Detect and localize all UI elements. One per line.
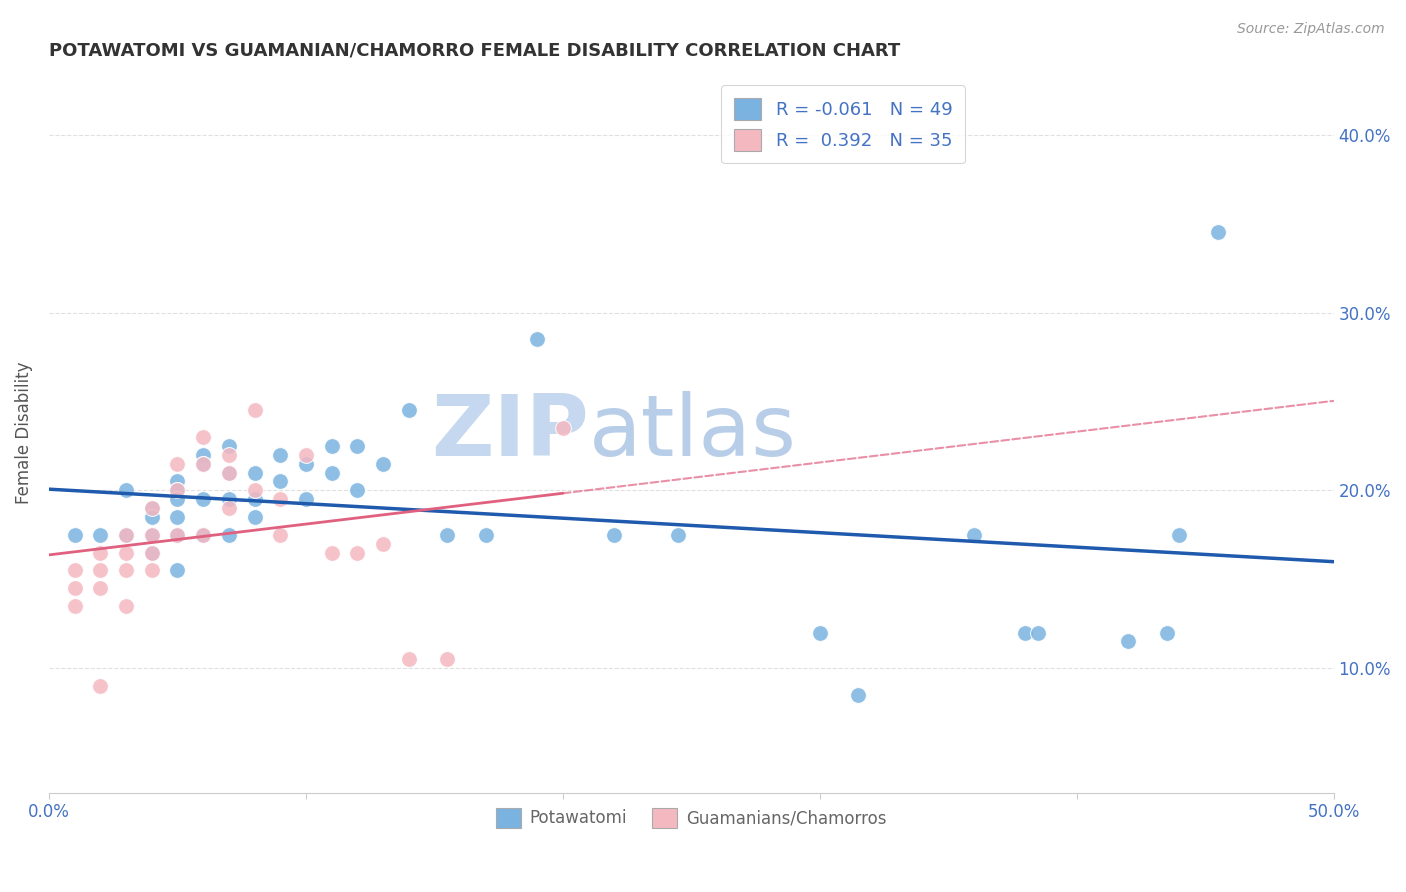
Point [141,501,163,516]
Point [436,652,458,666]
Point [321,439,343,453]
Point [141,545,163,559]
Point [436,528,458,542]
Point [218,528,240,542]
Point [141,528,163,542]
Point [243,403,266,417]
Y-axis label: Female Disability: Female Disability [15,361,32,504]
Point [321,545,343,559]
Point [191,448,214,462]
Point [295,492,318,507]
Point [191,457,214,471]
Point [141,510,163,524]
Legend: Potawatomi, Guamanians/Chamorros: Potawatomi, Guamanians/Chamorros [489,801,893,835]
Text: POTAWATOMI VS GUAMANIAN/CHAMORRO FEMALE DISABILITY CORRELATION CHART: POTAWATOMI VS GUAMANIAN/CHAMORRO FEMALE … [49,42,900,60]
Point [141,563,163,577]
Point [398,652,420,666]
Point [218,439,240,453]
Point [115,528,138,542]
Point [269,475,291,489]
Point [474,528,496,542]
Point [141,528,163,542]
Point [89,545,111,559]
Point [269,528,291,542]
Point [603,528,626,542]
Point [218,501,240,516]
Point [191,457,214,471]
Point [346,439,368,453]
Point [1168,528,1191,542]
Point [218,448,240,462]
Text: Source: ZipAtlas.com: Source: ZipAtlas.com [1237,22,1385,37]
Point [166,475,188,489]
Text: atlas: atlas [589,391,797,474]
Point [295,448,318,462]
Point [89,679,111,693]
Point [1026,625,1049,640]
Point [243,510,266,524]
Point [115,563,138,577]
Point [89,563,111,577]
Point [346,483,368,498]
Point [115,528,138,542]
Point [166,528,188,542]
Point [371,457,394,471]
Point [808,625,831,640]
Point [1156,625,1178,640]
Point [63,599,86,613]
Point [166,510,188,524]
Point [166,563,188,577]
Point [141,501,163,516]
Point [63,563,86,577]
Point [115,483,138,498]
Point [141,545,163,559]
Point [166,457,188,471]
Point [1014,625,1036,640]
Point [63,581,86,595]
Point [371,537,394,551]
Point [398,403,420,417]
Point [191,528,214,542]
Point [526,332,548,346]
Point [243,466,266,480]
Point [191,430,214,444]
Point [321,466,343,480]
Point [269,492,291,507]
Point [269,448,291,462]
Point [89,581,111,595]
Point [846,688,869,702]
Point [218,466,240,480]
Point [243,492,266,507]
Point [115,599,138,613]
Point [1206,226,1229,240]
Point [166,483,188,498]
Text: ZIP: ZIP [430,391,589,474]
Point [89,528,111,542]
Point [668,528,690,542]
Point [218,492,240,507]
Point [191,528,214,542]
Point [115,545,138,559]
Point [963,528,986,542]
Point [295,457,318,471]
Point [166,528,188,542]
Point [166,492,188,507]
Point [191,492,214,507]
Point [63,528,86,542]
Point [346,545,368,559]
Point [218,466,240,480]
Point [243,483,266,498]
Point [1116,634,1139,648]
Point [551,421,574,435]
Point [166,483,188,498]
